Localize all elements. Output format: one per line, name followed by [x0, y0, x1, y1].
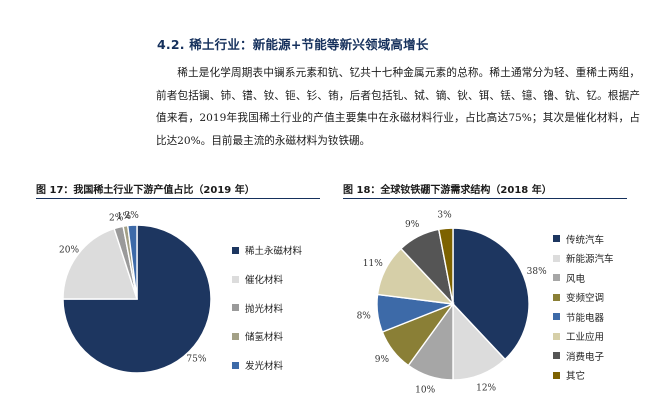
- pie18-value-label-5: 11%: [363, 259, 383, 269]
- legend17-label-2: 抛光材料: [245, 303, 284, 315]
- legend17-swatch-0: [232, 246, 239, 254]
- pie17-slice-1: [62, 227, 138, 300]
- legend17-label-4: 发光材料: [245, 361, 284, 373]
- legend18-swatch-6: [553, 352, 560, 360]
- legend17-label-1: 催化材料: [245, 275, 284, 287]
- pie17-value-label-3: 1%: [117, 212, 132, 222]
- legend18-label-1: 新能源汽车: [566, 254, 614, 266]
- pie18-slice-0: [452, 227, 530, 361]
- legend17-swatch-4: [232, 361, 239, 369]
- legend18-swatch-7: [553, 371, 560, 379]
- legend18-swatch-1: [553, 254, 560, 262]
- pie17-slice-0: [62, 224, 212, 374]
- legend18-item-3: 变频空调: [553, 288, 614, 308]
- legend18-label-0: 传统汽车: [566, 234, 605, 246]
- pie18-value-label-6: 9%: [405, 220, 420, 230]
- legend18-swatch-3: [553, 293, 560, 301]
- pie17-slice-4: [126, 224, 138, 300]
- pie18-slice-7: [437, 227, 454, 305]
- legend18-item-1: 新能源汽车: [553, 249, 614, 269]
- legend18-swatch-2: [553, 274, 560, 282]
- legend17-label-3: 储氢材料: [245, 332, 284, 344]
- pie17-value-label-0: 75%: [186, 354, 206, 364]
- legend17-label-0: 稀土永磁材料: [245, 246, 303, 258]
- pie18-value-label-0: 38%: [527, 267, 547, 277]
- legend18-item-6: 消费电子: [553, 346, 614, 366]
- legend17-item-2: 抛光材料: [232, 293, 302, 322]
- pie18-value-label-2: 10%: [415, 386, 435, 396]
- pie17-value-label-4: 2%: [125, 211, 140, 221]
- legend18-label-3: 变频空调: [566, 293, 605, 305]
- pie17-value-label-2: 2%: [109, 214, 124, 224]
- legend18-item-4: 节能电器: [553, 307, 614, 327]
- legend17-item-1: 催化材料: [232, 265, 302, 294]
- legend17-swatch-2: [232, 304, 239, 312]
- legend18-swatch-0: [553, 235, 560, 243]
- legend18-label-4: 节能电器: [566, 312, 605, 324]
- figure-18-legend: 传统汽车新能源汽车风电变频空调节能电器工业应用消费电子其它: [553, 229, 614, 385]
- pie18-value-label-7: 3%: [437, 210, 452, 220]
- figure-18-title: 图 18：全球钕铁硼下游需求结构（2018 年）: [343, 185, 552, 196]
- pie18-value-label-4: 8%: [357, 311, 372, 321]
- legend18-swatch-4: [553, 313, 560, 321]
- legend17-swatch-1: [232, 275, 239, 283]
- body-paragraph: 稀土是化学周期表中镧系元素和钪、钇共十七种金属元素的总称。稀土通常分为轻、重稀土…: [156, 67, 640, 147]
- legend18-item-2: 风电: [553, 268, 614, 288]
- legend18-label-5: 工业应用: [566, 332, 605, 344]
- figure-17-legend: 稀土永磁材料 催化材料抛光材料储氢材料发光材料: [232, 236, 302, 379]
- legend17-item-0: 稀土永磁材料: [232, 236, 302, 265]
- pie18-value-label-1: 12%: [476, 384, 496, 394]
- legend17-item-3: 储氢材料: [232, 322, 302, 351]
- pie18-value-label-3: 9%: [375, 355, 390, 365]
- legend18-item-0: 传统汽车: [553, 229, 614, 249]
- legend18-swatch-5: [553, 332, 560, 340]
- legend18-label-7: 其它: [566, 371, 586, 383]
- legend18-label-2: 风电: [566, 273, 586, 285]
- figure-17-title-rule: [36, 198, 320, 199]
- legend17-swatch-3: [232, 332, 239, 340]
- legend18-item-7: 其它: [553, 366, 614, 386]
- legend17-item-4: 发光材料: [232, 351, 302, 380]
- legend18-item-5: 工业应用: [553, 327, 614, 347]
- figure-17-title: 图 17：我国稀土行业下游产值占比（2019 年）: [36, 185, 255, 196]
- section-title: 4.2. 稀土行业：新能源+节能等新兴领域高增长: [157, 37, 429, 52]
- figure-18-title-rule: [343, 198, 627, 199]
- legend18-label-6: 消费电子: [566, 351, 605, 363]
- pie17-value-label-1: 20%: [59, 246, 79, 256]
